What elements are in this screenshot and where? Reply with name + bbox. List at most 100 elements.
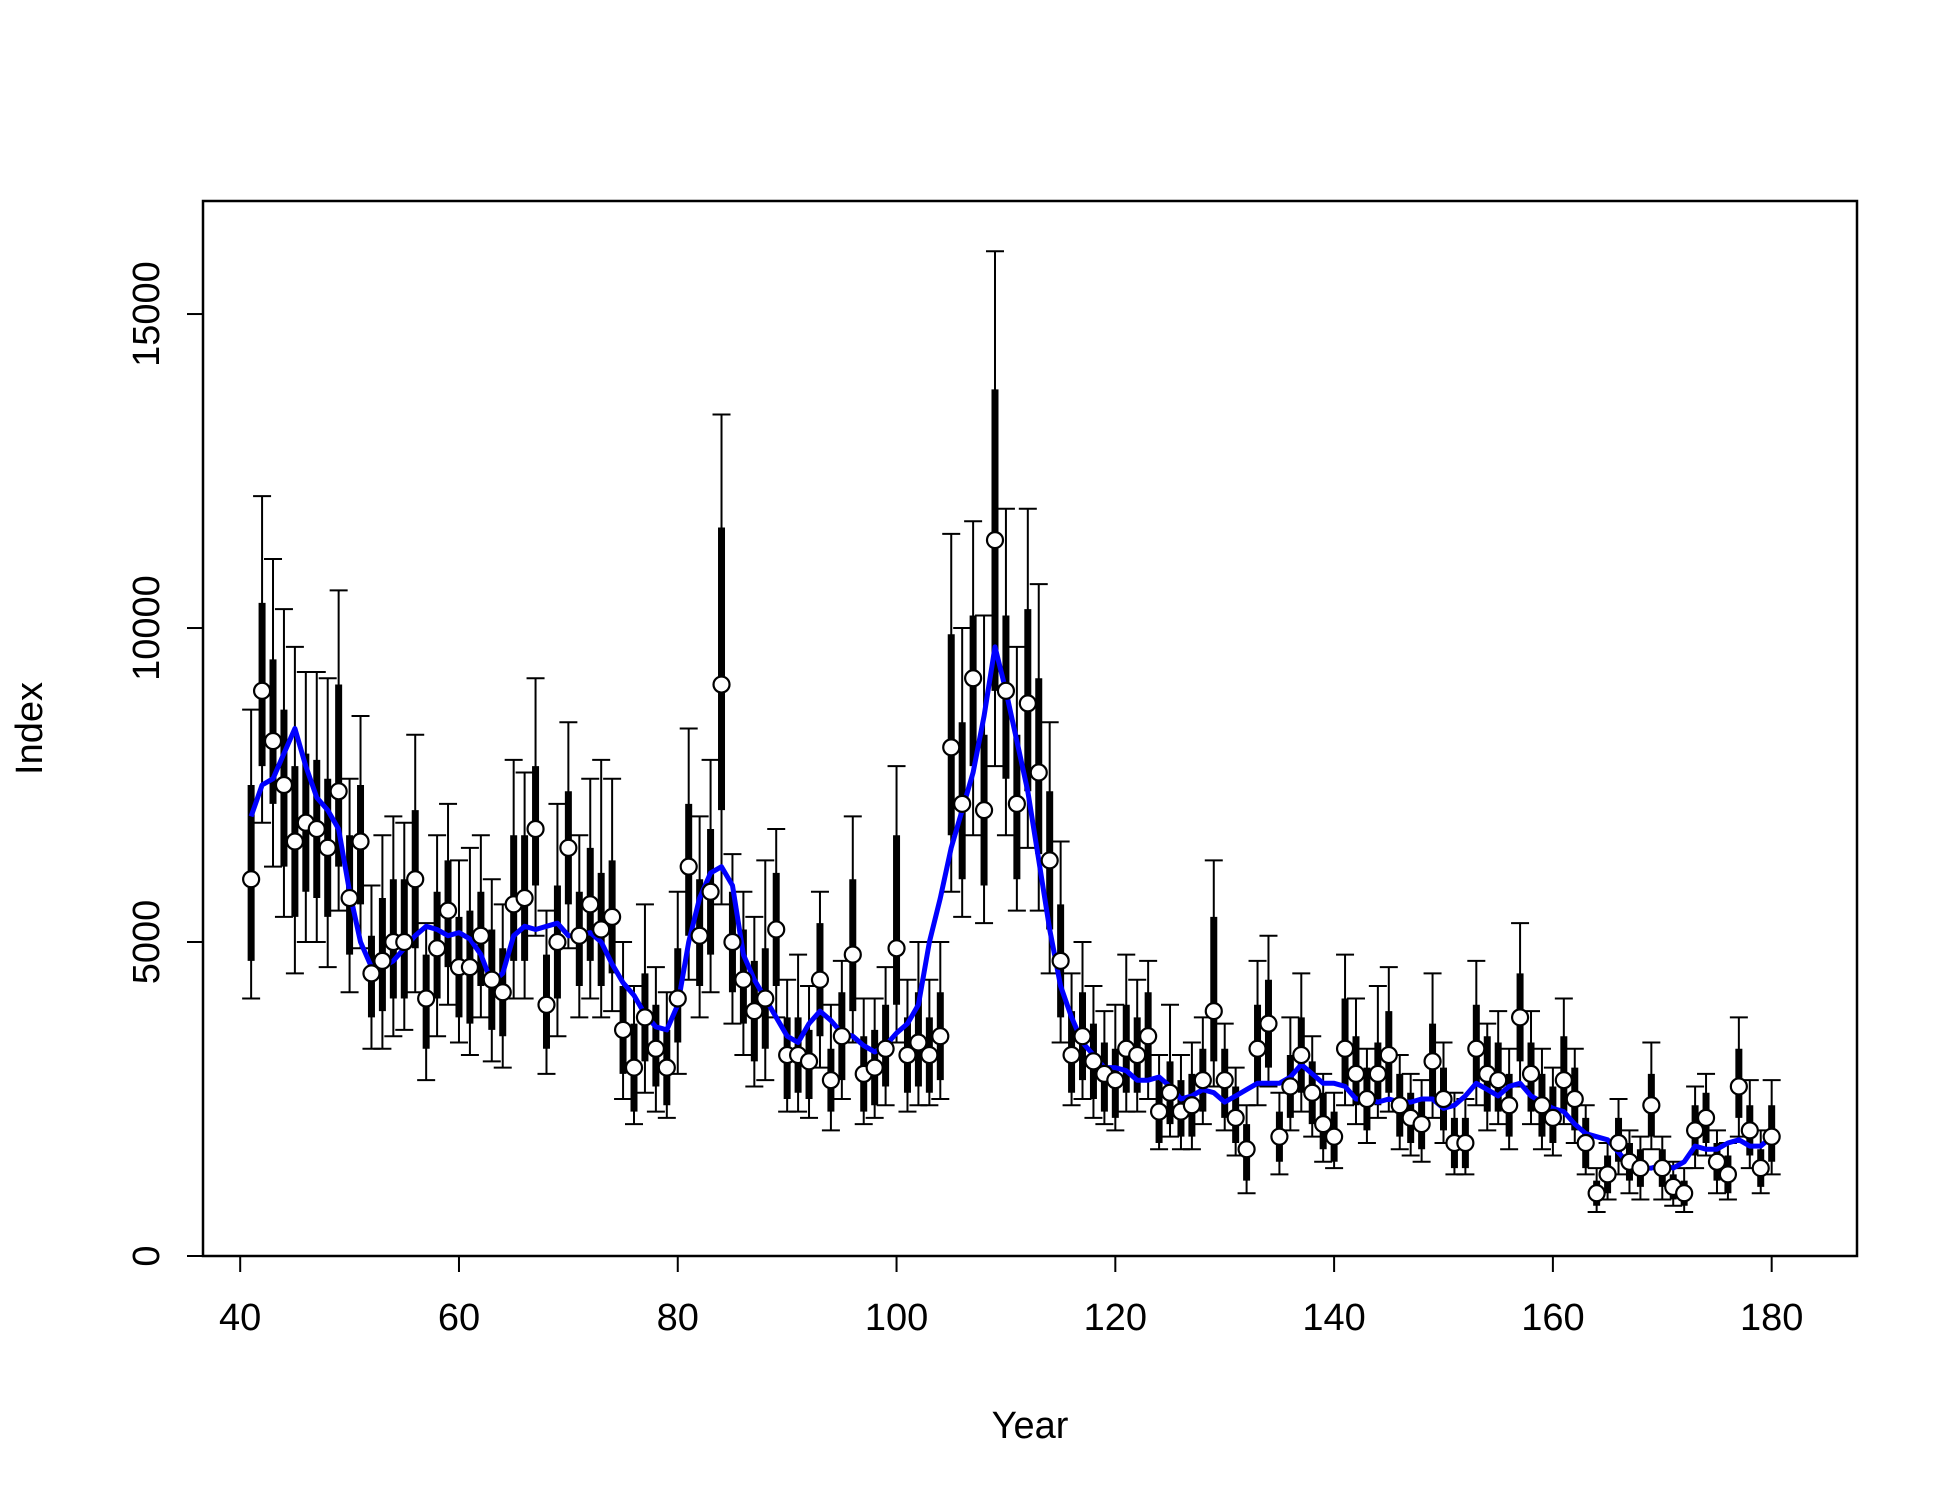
data-point: [876, 1039, 895, 1058]
data-point: [996, 681, 1016, 700]
data-point: [329, 782, 348, 801]
data-point: [603, 907, 622, 926]
data-point: [635, 1008, 655, 1027]
data-point: [1587, 1184, 1606, 1203]
data-point: [285, 832, 304, 851]
data-point: [581, 895, 600, 914]
data-point: [274, 775, 294, 795]
data-point: [1007, 794, 1026, 813]
data-point: [613, 1020, 633, 1040]
x-tick-label: 180: [1740, 1297, 1803, 1339]
data-point: [974, 801, 994, 820]
data-point: [1204, 1001, 1223, 1021]
data-point: [679, 857, 698, 876]
x-tick-label: 80: [657, 1297, 699, 1339]
y-tick-label: 5000: [126, 900, 168, 985]
data-point: [832, 1027, 851, 1046]
data-point: [1303, 1083, 1322, 1102]
data-point: [1609, 1133, 1628, 1153]
data-point: [657, 1058, 676, 1077]
data-point: [373, 951, 392, 970]
data-point: [1368, 1064, 1387, 1083]
data-point: [1675, 1184, 1694, 1203]
data-point: [1467, 1039, 1486, 1058]
data-point: [1696, 1108, 1716, 1127]
data-point: [1062, 1045, 1081, 1065]
data-point: [1751, 1158, 1770, 1178]
data-point: [362, 964, 381, 983]
point-layer: [242, 531, 1781, 1203]
data-point: [1762, 1127, 1781, 1146]
data-point: [810, 970, 830, 989]
data-point: [668, 989, 687, 1008]
x-tick-label: 100: [865, 1297, 928, 1339]
data-point: [548, 932, 567, 952]
x-tick-label: 60: [438, 1297, 480, 1339]
data-point: [1270, 1127, 1289, 1146]
data-point: [712, 675, 731, 694]
data-point: [953, 794, 972, 813]
data-point: [1707, 1152, 1727, 1171]
data-point: [1500, 1096, 1519, 1115]
data-point: [263, 731, 283, 751]
data-point: [1160, 1083, 1180, 1102]
data-point: [1018, 694, 1037, 713]
data-point: [690, 926, 709, 945]
data-point: [1543, 1108, 1562, 1127]
data-point: [570, 926, 589, 945]
data-point: [406, 870, 425, 889]
data-point: [427, 939, 447, 958]
data-point: [1226, 1108, 1245, 1127]
data-point: [526, 819, 545, 839]
data-point: [1259, 1014, 1278, 1033]
data-point: [1729, 1077, 1748, 1096]
data-point: [646, 1039, 665, 1058]
data-point: [438, 901, 458, 920]
data-point: [1040, 851, 1059, 870]
data-point: [1423, 1052, 1442, 1071]
data-point: [482, 970, 501, 989]
data-point: [1325, 1127, 1344, 1146]
data-point: [756, 989, 775, 1008]
data-point: [1718, 1165, 1738, 1184]
x-tick-label: 120: [1084, 1297, 1147, 1339]
smooth-line: [248, 644, 1774, 1171]
plot-frame: [201, 199, 1859, 1258]
data-point: [1292, 1045, 1311, 1065]
data-point: [1631, 1158, 1650, 1178]
data-point: [242, 870, 261, 889]
data-point: [985, 531, 1005, 550]
data-point: [1073, 1027, 1092, 1046]
y-tick-label: 15000: [126, 261, 168, 367]
data-point: [1412, 1115, 1431, 1134]
x-tick-label: 160: [1521, 1297, 1584, 1339]
data-point: [964, 669, 983, 688]
data-point: [898, 1045, 917, 1065]
data-point: [767, 920, 786, 939]
data-point: [559, 838, 578, 857]
smooth-line-layer: [248, 644, 1774, 1171]
data-point: [1084, 1052, 1103, 1071]
data-point: [723, 932, 742, 952]
data-point: [493, 983, 512, 1002]
data-point: [395, 932, 414, 952]
data-point: [1335, 1039, 1355, 1058]
data-point: [340, 888, 359, 908]
data-point: [1248, 1039, 1267, 1058]
data-point: [1193, 1071, 1212, 1090]
data-point: [1346, 1064, 1366, 1083]
data-point: [1521, 1064, 1541, 1083]
x-axis-title: Year: [992, 1405, 1069, 1447]
data-point: [537, 995, 556, 1014]
x-tick-label: 140: [1302, 1297, 1365, 1339]
data-point: [1554, 1071, 1573, 1090]
data-point: [1576, 1133, 1595, 1153]
data-point: [252, 681, 272, 700]
data-point: [1357, 1089, 1377, 1109]
data-point: [799, 1052, 819, 1071]
x-tick-label: 40: [219, 1297, 261, 1339]
data-point: [1489, 1071, 1508, 1090]
data-point: [909, 1033, 928, 1052]
data-point: [1237, 1140, 1256, 1159]
